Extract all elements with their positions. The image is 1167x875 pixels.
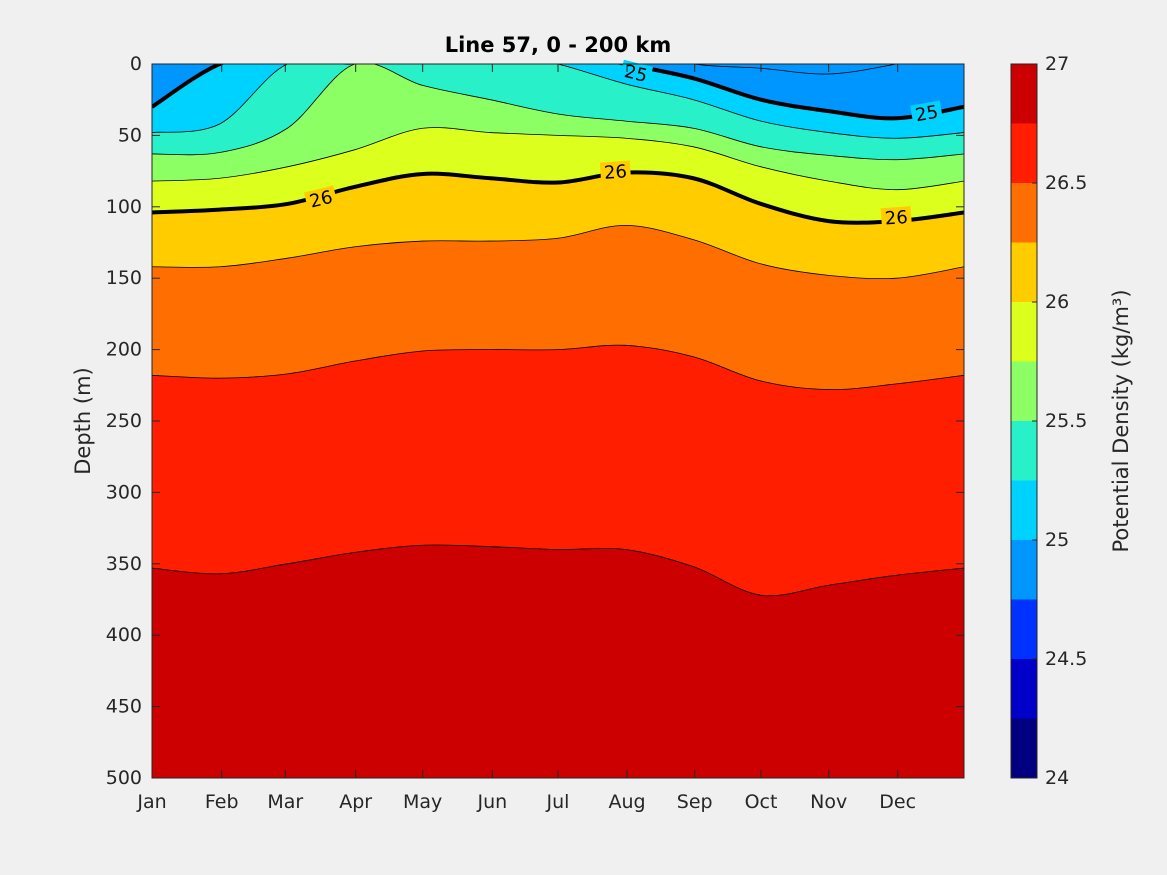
contour-26.5 bbox=[152, 344, 964, 390]
x-tick-label: Feb bbox=[205, 791, 239, 813]
y-tick-label: 450 bbox=[106, 696, 142, 718]
y-axis-label: Depth (m) bbox=[71, 367, 95, 474]
colorbar-label: Potential Density (kg/m³) bbox=[1109, 289, 1133, 552]
colorbar-swatch bbox=[1011, 659, 1037, 719]
colorbar-tick-label: 26 bbox=[1045, 291, 1069, 313]
y-tick-label: 150 bbox=[106, 267, 142, 289]
y-tick-label: 500 bbox=[106, 767, 142, 789]
y-tick-label: 350 bbox=[106, 553, 142, 575]
colorbar-swatch bbox=[1011, 540, 1037, 600]
x-tick-label: Jan bbox=[136, 791, 166, 813]
x-tick-label: Mar bbox=[267, 791, 303, 813]
colorbar-swatch bbox=[1011, 421, 1037, 481]
y-tick-label: 0 bbox=[130, 53, 142, 75]
contour-label-bg bbox=[910, 100, 944, 128]
colorbar-tick-label: 27 bbox=[1045, 53, 1069, 75]
band-26.75 bbox=[152, 544, 964, 778]
x-tick-label: Aug bbox=[608, 791, 645, 813]
colorbar-swatch bbox=[1011, 183, 1037, 243]
x-tick-label: Nov bbox=[810, 791, 847, 813]
contour-label-text: 26 bbox=[603, 161, 627, 184]
contour-label-text: 25 bbox=[914, 102, 940, 127]
x-tick-label: Oct bbox=[745, 791, 778, 813]
x-tick-label: Sep bbox=[677, 791, 713, 813]
contour-lines bbox=[152, 64, 964, 597]
plot-area bbox=[152, 64, 964, 778]
colorbar bbox=[1011, 64, 1037, 778]
colorbar-tick-label: 24.5 bbox=[1045, 648, 1087, 670]
y-tick-label: 100 bbox=[106, 196, 142, 218]
x-tick-label: Jul bbox=[546, 791, 570, 813]
y-axis: 0 50 100 150 200 250 300 350 400 450 500 bbox=[106, 53, 964, 789]
x-tick-label: Jun bbox=[477, 791, 508, 813]
colorbar-label-text: Potential Density (kg/m³) bbox=[1109, 289, 1133, 552]
contour-label-1: 25 bbox=[910, 100, 944, 128]
y-tick-label: 50 bbox=[118, 124, 142, 146]
x-axis: Jan Feb Mar Apr May Jun Jul Aug Sep Oct Nov Dec bbox=[136, 64, 916, 813]
colorbar-tick-label: 26.5 bbox=[1045, 172, 1087, 194]
density-bands bbox=[152, 64, 964, 778]
contour-label-text: 26 bbox=[884, 207, 908, 230]
colorbar-swatch bbox=[1011, 480, 1037, 540]
contour-label-bg bbox=[599, 160, 632, 185]
contour-24.75 bbox=[690, 64, 899, 75]
contour-label-bg bbox=[303, 185, 339, 214]
colorbar-swatch bbox=[1011, 123, 1037, 183]
colorbar-swatch bbox=[1011, 361, 1037, 421]
contour-label-3: 26 bbox=[599, 160, 632, 185]
contour-26 bbox=[152, 170, 964, 225]
y-tick-label: 200 bbox=[106, 339, 142, 361]
contour-26.75 bbox=[152, 544, 964, 597]
contour-label-4: 26 bbox=[880, 206, 913, 231]
x-tick-label: Dec bbox=[879, 791, 916, 813]
colorbar-tick-label: 25.5 bbox=[1045, 410, 1087, 432]
contour-25 bbox=[152, 64, 964, 121]
chart-title: Line 57, 0 - 200 km bbox=[445, 33, 672, 57]
colorbar-swatch bbox=[1011, 242, 1037, 302]
colorbar-swatch bbox=[1011, 302, 1037, 362]
colorbar-tick-label: 24 bbox=[1045, 767, 1069, 789]
y-tick-label: 300 bbox=[106, 481, 142, 503]
colorbar-ticks: 24 24.5 25 25.5 26 26.5 27 bbox=[1032, 53, 1087, 789]
colorbar-tick-label: 25 bbox=[1045, 529, 1069, 551]
contour-label-2: 26 bbox=[303, 185, 339, 214]
colorbar-swatch bbox=[1011, 718, 1037, 778]
colorbar-swatch bbox=[1011, 599, 1037, 659]
colorbar-swatch bbox=[1011, 64, 1037, 124]
y-tick-label: 250 bbox=[106, 410, 142, 432]
contour-26.25 bbox=[152, 224, 964, 280]
y-tick-label: 400 bbox=[106, 624, 142, 646]
x-tick-label: Apr bbox=[339, 791, 372, 813]
contour-label-bg bbox=[880, 206, 913, 231]
contour-25.5 bbox=[152, 64, 964, 161]
contour-25.75 bbox=[152, 127, 964, 191]
x-tick-label: May bbox=[403, 791, 442, 813]
